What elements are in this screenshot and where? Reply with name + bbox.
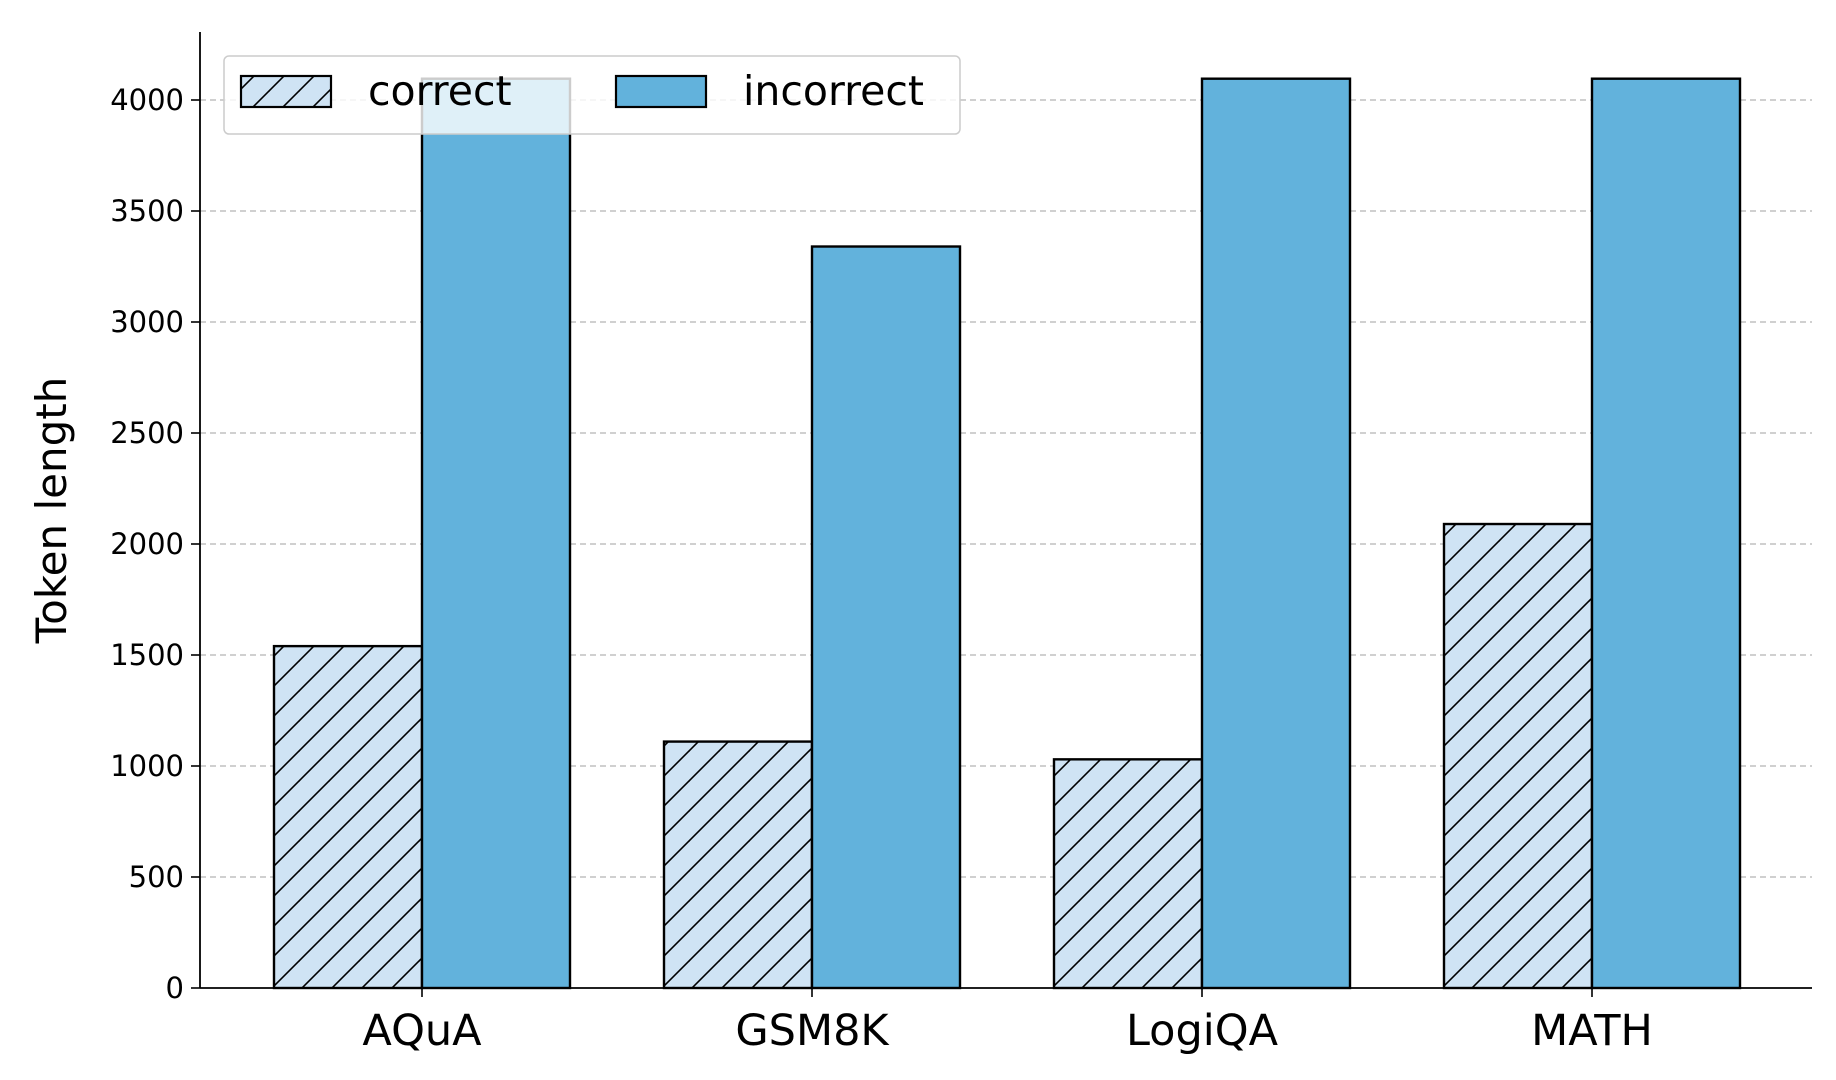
y-tick-label: 1500	[110, 638, 184, 672]
y-axis-label: Token length	[27, 377, 76, 645]
y-tick-label: 1000	[110, 749, 184, 783]
legend-swatch-incorrect	[616, 76, 706, 107]
legend-swatch-outline-incorrect	[614, 74, 708, 109]
y-tick-label: 0	[166, 971, 184, 1005]
legend-label-incorrect: incorrect	[743, 67, 924, 115]
y-tick-label: 3000	[110, 305, 184, 339]
x-tick-label-logiqa: LogiQA	[1126, 1006, 1279, 1056]
x-tick-label-gsm8k: GSM8K	[735, 1006, 890, 1056]
y-tick-label: 3500	[110, 194, 184, 228]
x-ticks: AQuA GSM8K LogiQA MATH	[362, 988, 1653, 1056]
legend-box	[223, 55, 961, 135]
y-tick-label: 500	[129, 860, 184, 894]
y-tick-label: 2000	[110, 527, 184, 561]
axes	[199, 32, 1812, 989]
bar-correct-gsm8k-hatch	[664, 741, 812, 988]
legend-swatch-hatch-correct	[241, 76, 331, 107]
bar-correct-aqua-hatch	[274, 646, 422, 988]
bar-correct-logiqa-hatch	[1054, 759, 1202, 988]
bar-incorrect-math	[1592, 78, 1740, 989]
legend-swatch-outline-correct	[239, 74, 333, 109]
x-tick-label-math: MATH	[1531, 1006, 1653, 1056]
legend: correct incorrect	[223, 55, 961, 135]
bar-incorrect-aqua	[422, 78, 570, 989]
y-tick-label: 2500	[110, 416, 184, 450]
x-tick-label-aqua: AQuA	[362, 1006, 482, 1056]
bars	[272, 77, 1742, 990]
bar-incorrect-logiqa	[1202, 78, 1350, 989]
bar-incorrect-gsm8k	[812, 246, 960, 988]
y-ticks: 0 500 1000 1500 2000 2500 3000 3500 4000	[110, 83, 200, 1005]
y-tick-label: 4000	[110, 83, 184, 117]
bar-correct-math-hatch	[1444, 524, 1592, 988]
legend-label-correct: correct	[368, 67, 512, 115]
